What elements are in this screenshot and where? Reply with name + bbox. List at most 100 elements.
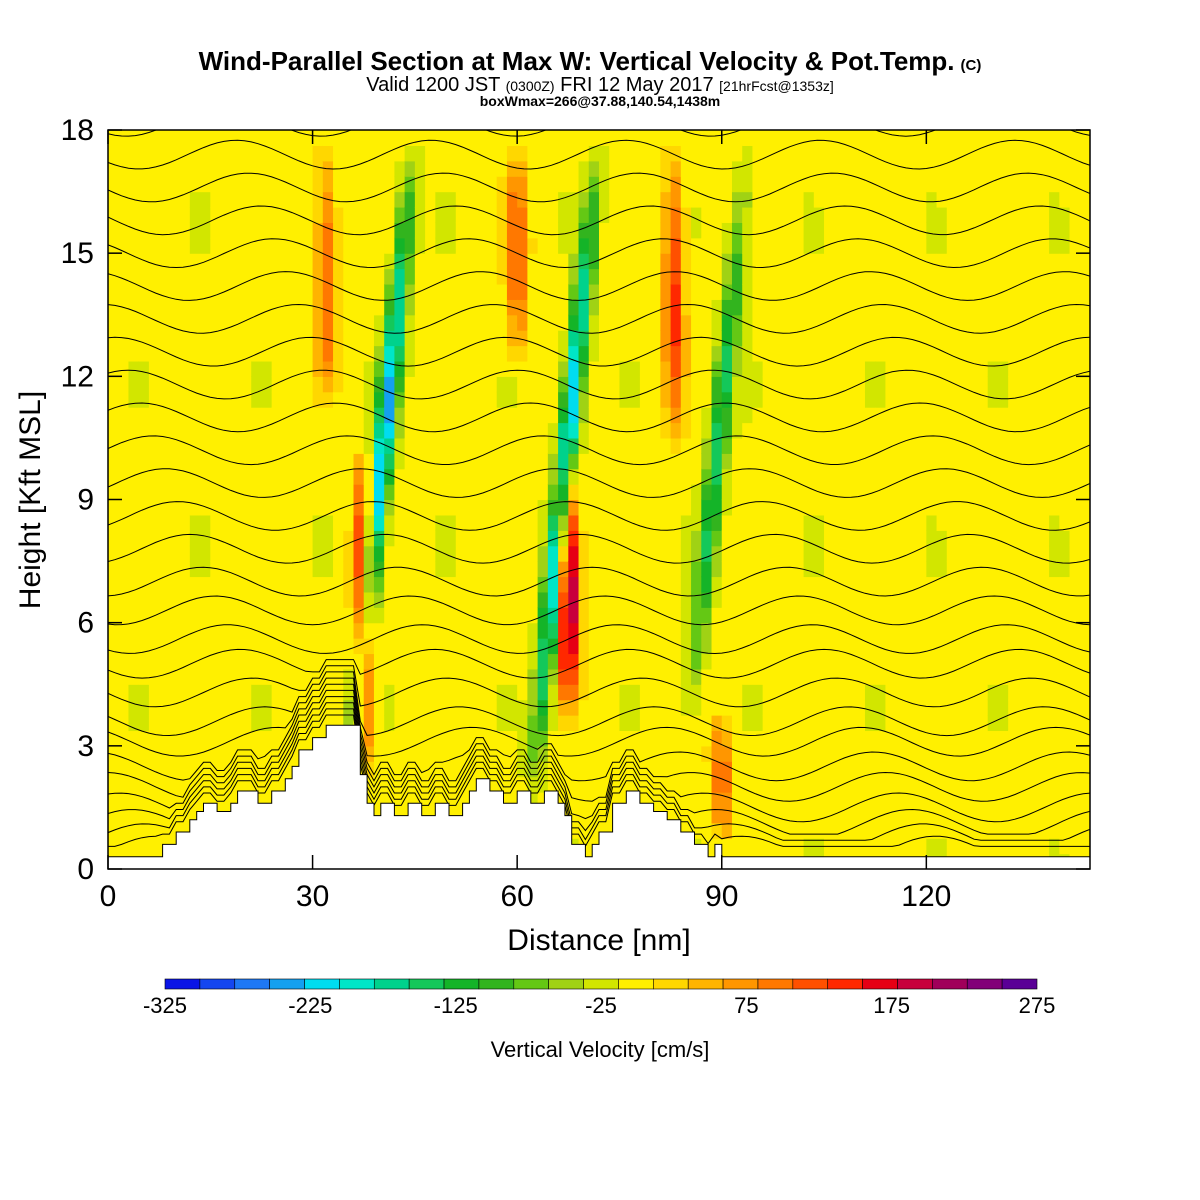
field-cell	[803, 792, 815, 809]
field-cell	[701, 530, 713, 547]
field-cell	[312, 391, 324, 408]
field-cell	[793, 514, 805, 531]
field-cell	[578, 576, 590, 593]
field-cell	[384, 314, 396, 331]
field-cell	[322, 591, 334, 608]
field-cell	[588, 130, 600, 146]
field-cell	[793, 283, 805, 300]
field-cell	[588, 653, 600, 670]
field-cell	[987, 561, 999, 578]
field-cell	[558, 499, 569, 516]
field-cell	[537, 314, 549, 331]
field-cell	[506, 668, 518, 685]
field-cell	[578, 499, 590, 516]
field-cell	[138, 822, 150, 839]
colorbar-swatch	[164, 978, 201, 990]
field-cell	[783, 730, 794, 747]
field-cell	[783, 407, 794, 424]
field-cell	[445, 576, 457, 593]
field-cell	[1079, 130, 1090, 146]
field-cell	[240, 653, 252, 670]
field-cell	[118, 237, 130, 254]
field-cell	[486, 653, 498, 670]
field-cell	[558, 607, 569, 624]
field-cell	[517, 376, 528, 393]
field-cell	[302, 345, 314, 362]
field-cell	[721, 145, 733, 162]
field-cell	[169, 561, 181, 578]
field-cell	[762, 761, 774, 778]
field-cell	[138, 130, 150, 146]
field-cell	[599, 360, 610, 377]
colorbar-swatch	[548, 978, 584, 990]
field-cell	[373, 145, 385, 162]
field-cell	[466, 283, 477, 300]
field-cell	[281, 191, 293, 208]
field-cell	[179, 360, 191, 377]
field-cell	[691, 330, 702, 347]
field-cell	[916, 437, 927, 454]
field-cell	[200, 792, 211, 809]
field-cell	[691, 761, 702, 778]
field-cell	[813, 822, 825, 839]
field-cell	[343, 330, 355, 347]
field-cell	[588, 206, 600, 223]
field-cell	[425, 437, 436, 454]
field-cell	[793, 299, 805, 316]
field-cell	[599, 684, 610, 701]
field-cell	[783, 176, 794, 193]
field-cell	[128, 407, 140, 424]
field-cell	[425, 607, 436, 624]
field-cell	[691, 437, 702, 454]
field-cell	[322, 668, 334, 685]
field-cell	[772, 638, 784, 655]
field-cell	[179, 745, 191, 762]
field-cell	[281, 237, 293, 254]
field-cell	[680, 699, 692, 716]
isentrope-line	[108, 648, 1090, 679]
field-cell	[701, 206, 713, 223]
field-cell	[1018, 391, 1030, 408]
field-cell	[1079, 699, 1090, 716]
field-cell	[271, 514, 283, 531]
field-cell	[895, 499, 907, 516]
field-cell	[936, 699, 948, 716]
field-cell	[373, 607, 385, 624]
field-cell	[271, 283, 283, 300]
field-cell	[895, 561, 907, 578]
field-cell	[537, 561, 549, 578]
field-cell	[1069, 668, 1081, 685]
field-cell	[905, 222, 917, 239]
field-cell	[517, 530, 528, 547]
field-cell	[967, 360, 979, 377]
field-cell	[1028, 822, 1040, 839]
field-cell	[445, 422, 457, 439]
field-cell	[353, 330, 365, 347]
field-cell	[1018, 792, 1030, 809]
field-cell	[1008, 468, 1019, 485]
field-cell	[844, 299, 856, 316]
field-cell	[333, 668, 344, 685]
field-cell	[1069, 422, 1081, 439]
field-cell	[629, 684, 641, 701]
field-cell	[578, 222, 590, 239]
field-cell	[363, 684, 375, 701]
field-cell	[680, 176, 692, 193]
field-cell	[240, 407, 252, 424]
field-cell	[864, 561, 876, 578]
field-cell	[384, 561, 396, 578]
field-cell	[558, 530, 569, 547]
field-cell	[261, 622, 273, 639]
field-cell	[711, 299, 723, 316]
field-cell	[701, 499, 713, 516]
field-cell	[333, 530, 344, 547]
field-cell	[302, 484, 314, 501]
field-cell	[200, 206, 211, 223]
field-cell	[609, 345, 621, 362]
field-cell	[803, 807, 815, 824]
field-cell	[455, 145, 467, 162]
field-cell	[179, 545, 191, 562]
field-cell	[425, 253, 436, 270]
field-cell	[118, 745, 130, 762]
